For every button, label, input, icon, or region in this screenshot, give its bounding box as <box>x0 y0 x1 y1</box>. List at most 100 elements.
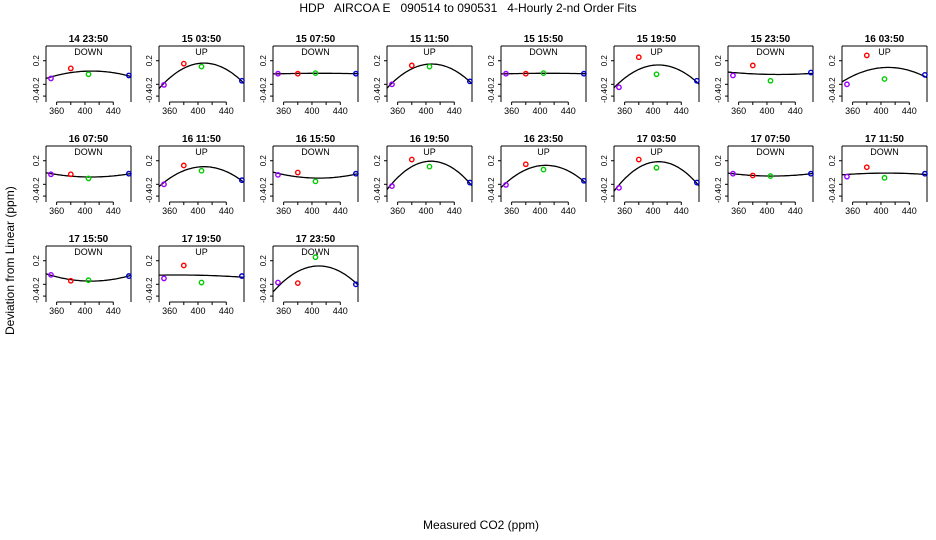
fit-curve <box>158 166 245 188</box>
x-tick-label: 360 <box>504 206 519 216</box>
y-tick-label: -0.2 <box>714 77 723 91</box>
x-tick-label: 440 <box>788 206 803 216</box>
y-tick-label: -0.2 <box>600 177 609 191</box>
panel-direction: UP <box>195 47 208 57</box>
y-tick-label: 0.2 <box>32 155 41 167</box>
panel-title: 17 11:50 <box>865 134 904 145</box>
y-tick-label: 0.2 <box>828 155 837 167</box>
y-tick-label: -0.4 <box>259 89 268 103</box>
panel-direction: UP <box>650 47 663 57</box>
data-point <box>198 167 205 174</box>
panel-title: 15 15:50 <box>524 34 564 45</box>
panel: 17 07:50 DOWN 360 400 440 -0.4-0.2 0.2 <box>714 134 814 216</box>
x-tick-label: 400 <box>77 206 92 216</box>
panel-title: 17 03:50 <box>637 134 677 145</box>
data-point <box>180 60 187 67</box>
panel: 17 15:50 DOWN 360 400 440 -0.4-0.2 0.2 <box>32 234 132 316</box>
y-tick-label: -0.2 <box>487 77 496 91</box>
fit-curve <box>45 70 132 80</box>
data-point <box>389 183 395 189</box>
data-point <box>125 273 132 279</box>
y-tick-label: 0.2 <box>259 155 268 167</box>
data-point <box>312 178 319 185</box>
data-point <box>238 177 245 184</box>
y-tick-label: 0.2 <box>487 155 496 167</box>
panel-title: 15 07:50 <box>296 34 336 45</box>
data-point <box>730 72 736 79</box>
fit-curve <box>841 66 928 83</box>
panel-title: 16 07:50 <box>69 134 109 145</box>
data-point <box>653 71 660 78</box>
y-tick-label: -0.4 <box>145 289 154 303</box>
data-point <box>85 175 92 182</box>
y-tick-label: 0.2 <box>259 255 268 267</box>
fit-curve <box>613 161 700 192</box>
x-tick-label: 400 <box>304 106 319 116</box>
panel-direction: DOWN <box>756 47 785 57</box>
panel: 17 03:50 UP 360 400 440 -0.4-0.2 0.2 <box>600 134 700 216</box>
panel-direction: UP <box>195 147 208 157</box>
x-tick-label: 360 <box>504 106 519 116</box>
fit-curve <box>841 172 928 176</box>
x-tick-label: 400 <box>532 106 547 116</box>
y-tick-label: -0.4 <box>828 189 837 203</box>
x-tick-label: 440 <box>106 206 121 216</box>
y-tick-label: 0.2 <box>487 55 496 67</box>
x-tick-label: 440 <box>674 106 689 116</box>
data-point <box>275 279 281 286</box>
panel: 16 03:50 UP 360 400 440 -0.4-0.2 0.2 <box>828 34 928 116</box>
panel: 15 07:50 DOWN 360 400 440 -0.4-0.2 0.2 <box>259 34 359 116</box>
y-tick-label: 0.2 <box>259 55 268 67</box>
x-tick-label: 360 <box>731 206 746 216</box>
data-point <box>730 170 736 177</box>
y-tick-label: 0.2 <box>600 55 609 67</box>
data-point <box>522 70 529 77</box>
data-point <box>275 70 281 77</box>
data-point <box>67 65 74 72</box>
data-point <box>294 70 301 77</box>
y-tick-label: 0.2 <box>828 55 837 67</box>
data-point <box>352 70 359 77</box>
panel: 16 19:50 UP 360 400 440 -0.4-0.2 0.2 <box>373 134 473 216</box>
panel-title: 16 11:50 <box>182 134 221 145</box>
y-tick-label: -0.2 <box>32 77 41 91</box>
panel-title: 15 23:50 <box>751 34 791 45</box>
data-point <box>85 277 92 284</box>
data-point <box>466 78 473 85</box>
y-tick-label: -0.4 <box>259 289 268 303</box>
data-point <box>426 163 433 170</box>
x-tick-label: 440 <box>902 206 917 216</box>
x-tick-label: 360 <box>390 206 405 216</box>
data-point <box>921 170 928 177</box>
data-point <box>161 275 167 282</box>
y-tick-label: -0.2 <box>714 177 723 191</box>
data-point <box>389 81 395 88</box>
x-tick-label: 440 <box>561 206 576 216</box>
y-tick-label: 0.2 <box>145 255 154 267</box>
y-tick-label: -0.4 <box>32 89 41 103</box>
data-point <box>352 170 359 177</box>
data-point <box>408 156 415 163</box>
data-point <box>180 262 187 269</box>
panel-title: 17 15:50 <box>69 234 109 245</box>
y-tick-label: -0.2 <box>828 77 837 91</box>
y-tick-label: -0.4 <box>600 189 609 203</box>
panel: 16 07:50 DOWN 360 400 440 -0.4-0.2 0.2 <box>32 134 132 216</box>
panel-direction: DOWN <box>870 147 899 157</box>
x-tick-label: 440 <box>788 106 803 116</box>
x-tick-label: 400 <box>873 206 888 216</box>
fit-curve <box>613 64 700 89</box>
data-point <box>198 279 205 286</box>
fit-curve <box>159 274 245 278</box>
x-tick-label: 360 <box>162 106 177 116</box>
data-point <box>540 166 547 173</box>
y-tick-label: 0.2 <box>373 55 382 67</box>
panel: 15 19:50 UP 360 400 440 -0.4-0.2 0.2 <box>600 34 700 116</box>
x-tick-label: 400 <box>873 106 888 116</box>
fit-curve <box>727 172 814 177</box>
y-tick-label: -0.2 <box>259 277 268 291</box>
data-point <box>275 171 281 178</box>
y-tick-label: 0.2 <box>714 155 723 167</box>
y-tick-label: -0.2 <box>373 177 382 191</box>
data-point <box>616 84 622 91</box>
